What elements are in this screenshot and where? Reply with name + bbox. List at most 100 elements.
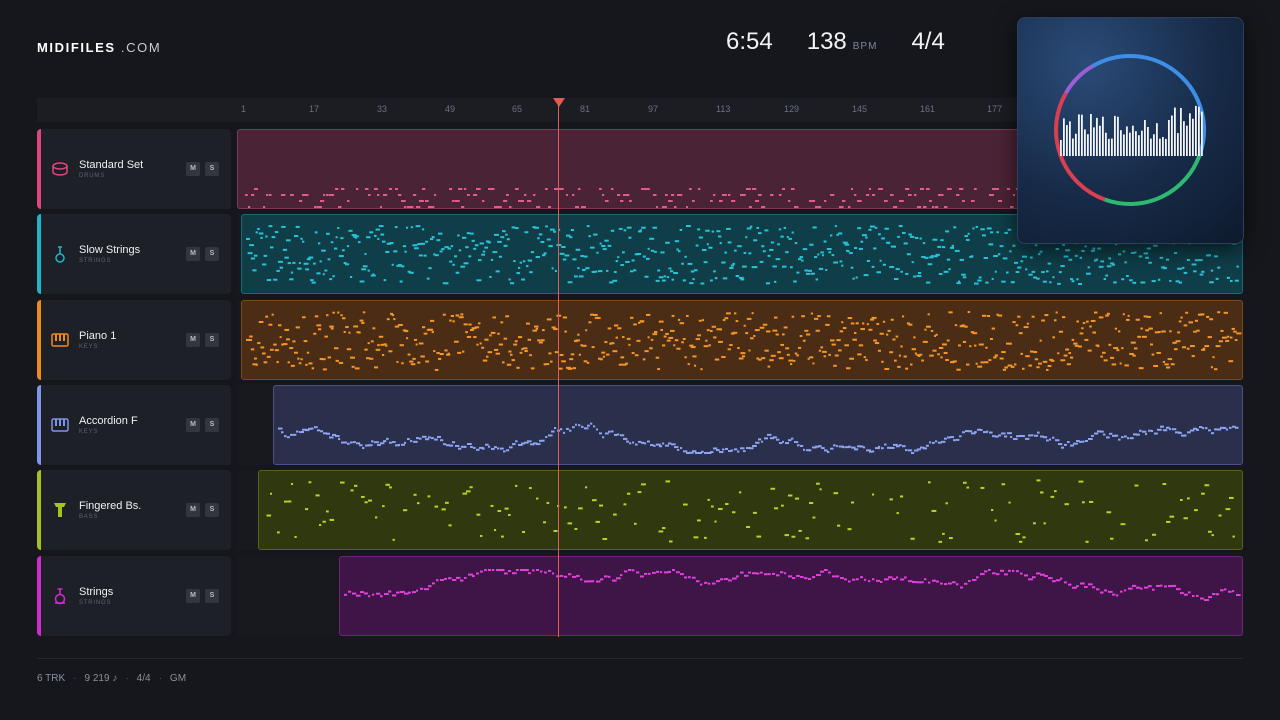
note (743, 450, 746, 453)
note (1220, 589, 1224, 592)
note (419, 437, 422, 440)
track-header-piano-1[interactable]: Piano 1 KEYS M S (37, 300, 231, 380)
time-signature: 4/4 (911, 28, 945, 55)
note (1060, 577, 1063, 580)
note (1082, 501, 1085, 504)
note (1091, 434, 1094, 437)
note (926, 444, 929, 447)
mute-button[interactable]: M (186, 418, 200, 432)
note (1116, 594, 1119, 597)
note (656, 206, 659, 208)
note (995, 188, 1000, 190)
note (676, 571, 680, 574)
note (316, 324, 322, 327)
solo-button[interactable]: S (205, 589, 219, 603)
note (1130, 341, 1136, 344)
note (295, 326, 300, 329)
note (690, 346, 696, 349)
track-header-accordion-f[interactable]: Accordion F KEYS M S (37, 385, 231, 465)
note (855, 276, 858, 279)
note (824, 200, 827, 202)
note (834, 354, 839, 357)
mute-button[interactable]: M (186, 247, 200, 261)
note (1174, 348, 1178, 351)
solo-button[interactable]: S (205, 333, 219, 347)
note (671, 314, 675, 317)
note (500, 447, 504, 450)
note (804, 329, 809, 332)
solo-button[interactable]: S (205, 503, 219, 517)
note (364, 348, 368, 351)
note (674, 446, 679, 449)
track-lane-fingered-bs[interactable] (237, 470, 1243, 550)
track-header-standard-set[interactable]: Standard Set DRUMS M S (37, 129, 231, 209)
note (752, 572, 757, 575)
solo-button[interactable]: S (205, 418, 219, 432)
mute-button[interactable]: M (186, 503, 200, 517)
note (1049, 438, 1052, 441)
track-header-strings[interactable]: Strings STRINGS M S (37, 556, 231, 636)
track-header-slow-strings[interactable]: Slow Strings STRINGS M S (37, 214, 231, 294)
note (906, 253, 911, 256)
playhead[interactable] (558, 99, 559, 637)
note (1129, 279, 1133, 282)
note (302, 194, 307, 196)
note (947, 436, 951, 439)
note (1044, 574, 1048, 577)
spectrum-bar (1138, 135, 1140, 156)
spectrum-bar (1129, 132, 1131, 156)
note (769, 359, 774, 362)
note (913, 275, 917, 278)
mute-button[interactable]: M (186, 162, 200, 176)
note (941, 440, 946, 443)
note (860, 576, 864, 579)
midi-clip[interactable] (339, 556, 1243, 636)
track-lane-slow-strings[interactable] (237, 214, 1243, 294)
note (810, 272, 815, 275)
note (1052, 336, 1056, 339)
note (442, 313, 446, 316)
note (993, 255, 998, 258)
track-lane-accordion-f[interactable] (237, 385, 1243, 465)
note (250, 257, 255, 260)
note (676, 248, 679, 251)
solo-button[interactable]: S (205, 162, 219, 176)
note (584, 580, 589, 583)
midi-clip[interactable] (273, 385, 1243, 465)
solo-button[interactable]: S (205, 247, 219, 261)
note (644, 275, 649, 278)
playhead-marker[interactable] (553, 98, 565, 107)
note (638, 230, 642, 233)
note (918, 271, 922, 274)
note (1198, 259, 1203, 262)
note (428, 328, 434, 331)
midi-clip[interactable] (258, 470, 1243, 550)
note (1162, 360, 1166, 363)
track-header-fingered-bs[interactable]: Fingered Bs. BASS M S (37, 470, 231, 550)
note (881, 360, 884, 363)
ruler-tick: 161 (920, 104, 936, 114)
note (935, 206, 939, 208)
note (1210, 269, 1214, 272)
note (1002, 368, 1007, 371)
track-category: BASS (79, 514, 99, 520)
midi-clip[interactable] (241, 300, 1243, 380)
track-lane-piano-1[interactable] (237, 300, 1243, 380)
track-lane-strings[interactable] (237, 556, 1243, 636)
spectrum-bar (1060, 139, 1062, 156)
mute-button[interactable]: M (186, 333, 200, 347)
note (1183, 324, 1188, 327)
note (716, 449, 720, 452)
note (476, 188, 481, 190)
note (762, 250, 766, 253)
note (663, 275, 666, 278)
note (578, 188, 581, 190)
mute-button[interactable]: M (186, 589, 200, 603)
note (612, 350, 618, 353)
note (534, 226, 539, 229)
note (840, 577, 844, 580)
note (345, 263, 350, 266)
note (658, 320, 664, 323)
note (705, 339, 708, 342)
note (311, 367, 315, 370)
